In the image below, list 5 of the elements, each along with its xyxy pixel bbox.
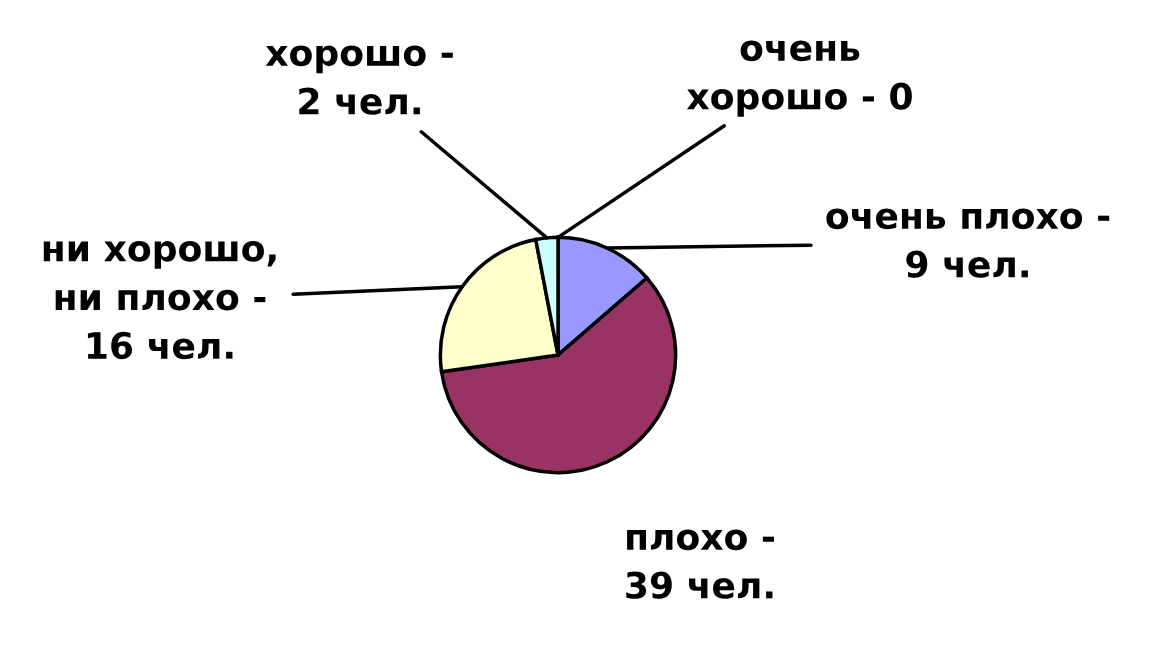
slice-label: очень плохо - 9 чел. [826,208,1110,278]
category-label: очень хорошо - 0 [686,40,912,117]
slice-label: плохо - 39 чел. [626,529,774,599]
slice-label: хорошо - 2 чел. [265,45,453,115]
slice-label: ни хорошо, ни плохо - 16 чел. [43,241,276,360]
